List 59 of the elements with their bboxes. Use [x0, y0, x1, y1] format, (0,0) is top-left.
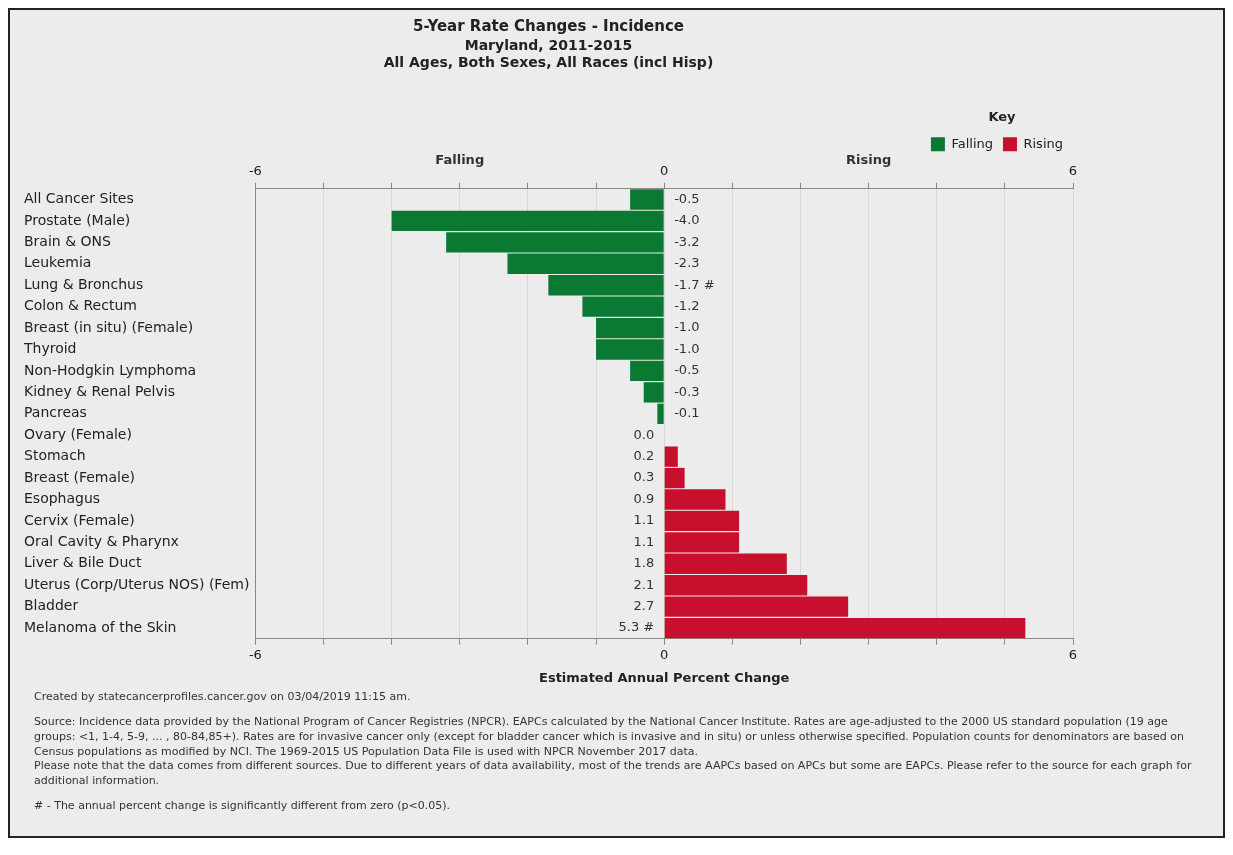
text: Falling — [435, 151, 485, 167]
legend-label: Falling — [951, 135, 993, 151]
data-label: 0.3 — [633, 469, 655, 485]
y-tick-label: Prostate (Male) — [24, 211, 131, 228]
data-label: 1.1 — [633, 533, 655, 549]
data-label: 1.1 — [633, 512, 655, 528]
y-tick-label: Kidney & Renal Pelvis — [24, 383, 175, 400]
legend-title: Key — [988, 109, 1017, 125]
text: Rising — [845, 151, 892, 167]
data-label: -1.7 # — [674, 276, 715, 292]
data-label: -0.1 — [674, 405, 700, 421]
y-tick-label: Breast (Female) — [24, 468, 136, 485]
data-label: -1.0 — [674, 340, 700, 356]
chart-subtitle: Maryland, 2011-2015 All Ages, Both Sexes, All Races (incl Hisp) — [383, 37, 714, 70]
x2-tick-label: -6 — [248, 646, 262, 662]
data-label: 0.9 — [633, 490, 655, 506]
data-label: -3.2 — [674, 233, 700, 249]
source-note: Source: Incidence data provided by the National Program of Cancer Registries (NPCR). EAPCs calculated by the National Cancer Institute. Rates are age-adjusted to the 2000 US standard population (19 age groups: <1, 1-4, 5-9, ... , 80-84,85+). Rates are for invasive cancer only (except for bladder cancer which is invasive and in situ) or unless otherwise specified. Population counts for denominators are based on Census populations as modified by NCI. The 1969-2015 US Population Data File is used with NPCR November 2017 data. Please note that the data comes from different sources. Due to different years of data availability, most of the trends are AAPCs based on APCs but some are EAPCs. Please refer to the source for each graph for additional information. — [34, 714, 1193, 790]
data-label: 0.0 — [633, 426, 655, 442]
x2-tick-label: 0 — [660, 646, 669, 662]
text: Created by statecancerprofiles.cancer.gov on 03/04/2019 11:15 am. — [34, 690, 412, 705]
data-label: -2.3 — [674, 255, 700, 271]
y-tick-label: Esophagus — [24, 490, 101, 507]
data-label: 0.2 — [633, 448, 655, 464]
x-tick-label: -6 — [248, 163, 262, 179]
x2-tick-label: 6 — [1068, 646, 1078, 662]
chart-title: 5-Year Rate Changes - Incidence — [412, 16, 685, 35]
data-label: 5.3 # — [618, 619, 655, 635]
data-label: 2.1 — [633, 576, 655, 592]
data-label: 2.7 — [633, 598, 655, 614]
data-label: -4.0 — [674, 212, 700, 228]
data-label: -0.5 — [674, 190, 700, 206]
y-tick-label: Brain & ONS — [24, 233, 112, 250]
y-tick-label: Leukemia — [24, 254, 92, 271]
y-tick-label: Thyroid — [23, 340, 77, 357]
data-label: -1.2 — [674, 298, 700, 314]
data-label: -0.5 — [674, 362, 700, 378]
y-tick-label: All Cancer Sites — [24, 190, 134, 207]
y-tick-label: Liver & Bile Duct — [24, 554, 142, 571]
y-tick-label: Cervix (Female) — [24, 511, 135, 528]
y-tick-label: Colon & Rectum — [24, 297, 137, 314]
y-tick-label: Non-Hodgkin Lymphoma — [24, 361, 197, 378]
y-tick-label: Lung & Bronchus — [24, 275, 144, 292]
data-label: -0.3 — [674, 383, 700, 399]
y-tick-label: Pancreas — [24, 404, 87, 421]
text: # - The annual percent change is significantly different from zero (p<0.05). — [34, 799, 451, 814]
data-label: 1.8 — [633, 555, 655, 571]
y-tick-label: Ovary (Female) — [24, 425, 132, 442]
y-tick-label: Melanoma of the Skin — [24, 618, 177, 635]
y-tick-label: Stomach — [24, 447, 86, 464]
y-tick-label: Uterus (Corp/Uterus NOS) (Fem) — [24, 575, 250, 592]
y-tick-label: Oral Cavity & Pharynx — [24, 533, 179, 550]
data-label: -1.0 — [674, 319, 700, 335]
x-tick-label: 6 — [1068, 163, 1078, 179]
legend-label: Rising — [1023, 135, 1064, 151]
x-tick-label: 0 — [660, 163, 669, 179]
y-tick-label: Bladder — [24, 597, 79, 614]
y-tick-label: Breast (in situ) (Female) — [24, 318, 194, 335]
x-axis-title: Estimated Annual Percent Change — [539, 669, 790, 685]
